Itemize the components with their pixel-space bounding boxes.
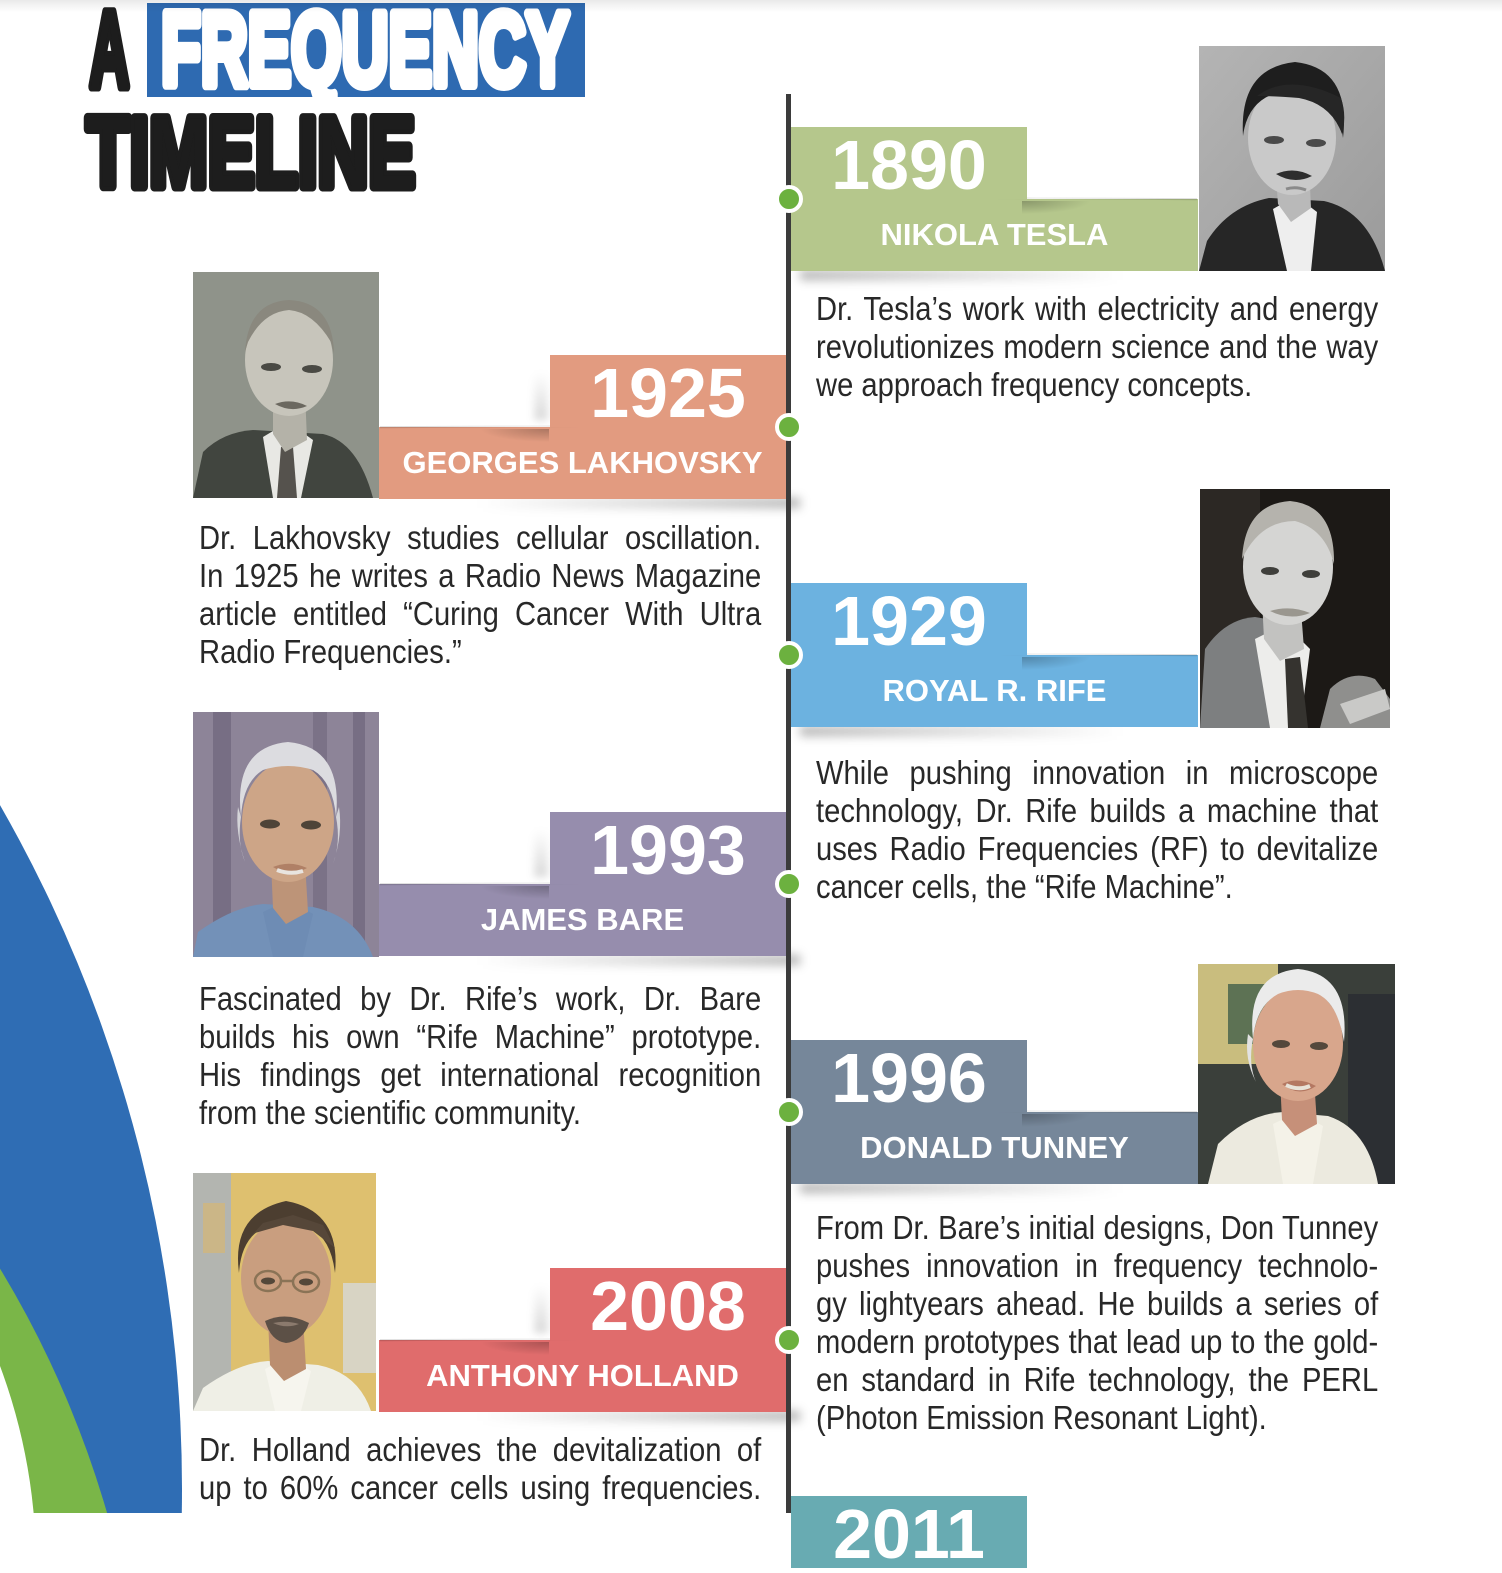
svg-text:A: A <box>90 0 130 110</box>
svg-text:TIMELINE: TIMELINE <box>87 98 416 209</box>
svg-text:FREQUENCY: FREQUENCY <box>161 0 569 108</box>
